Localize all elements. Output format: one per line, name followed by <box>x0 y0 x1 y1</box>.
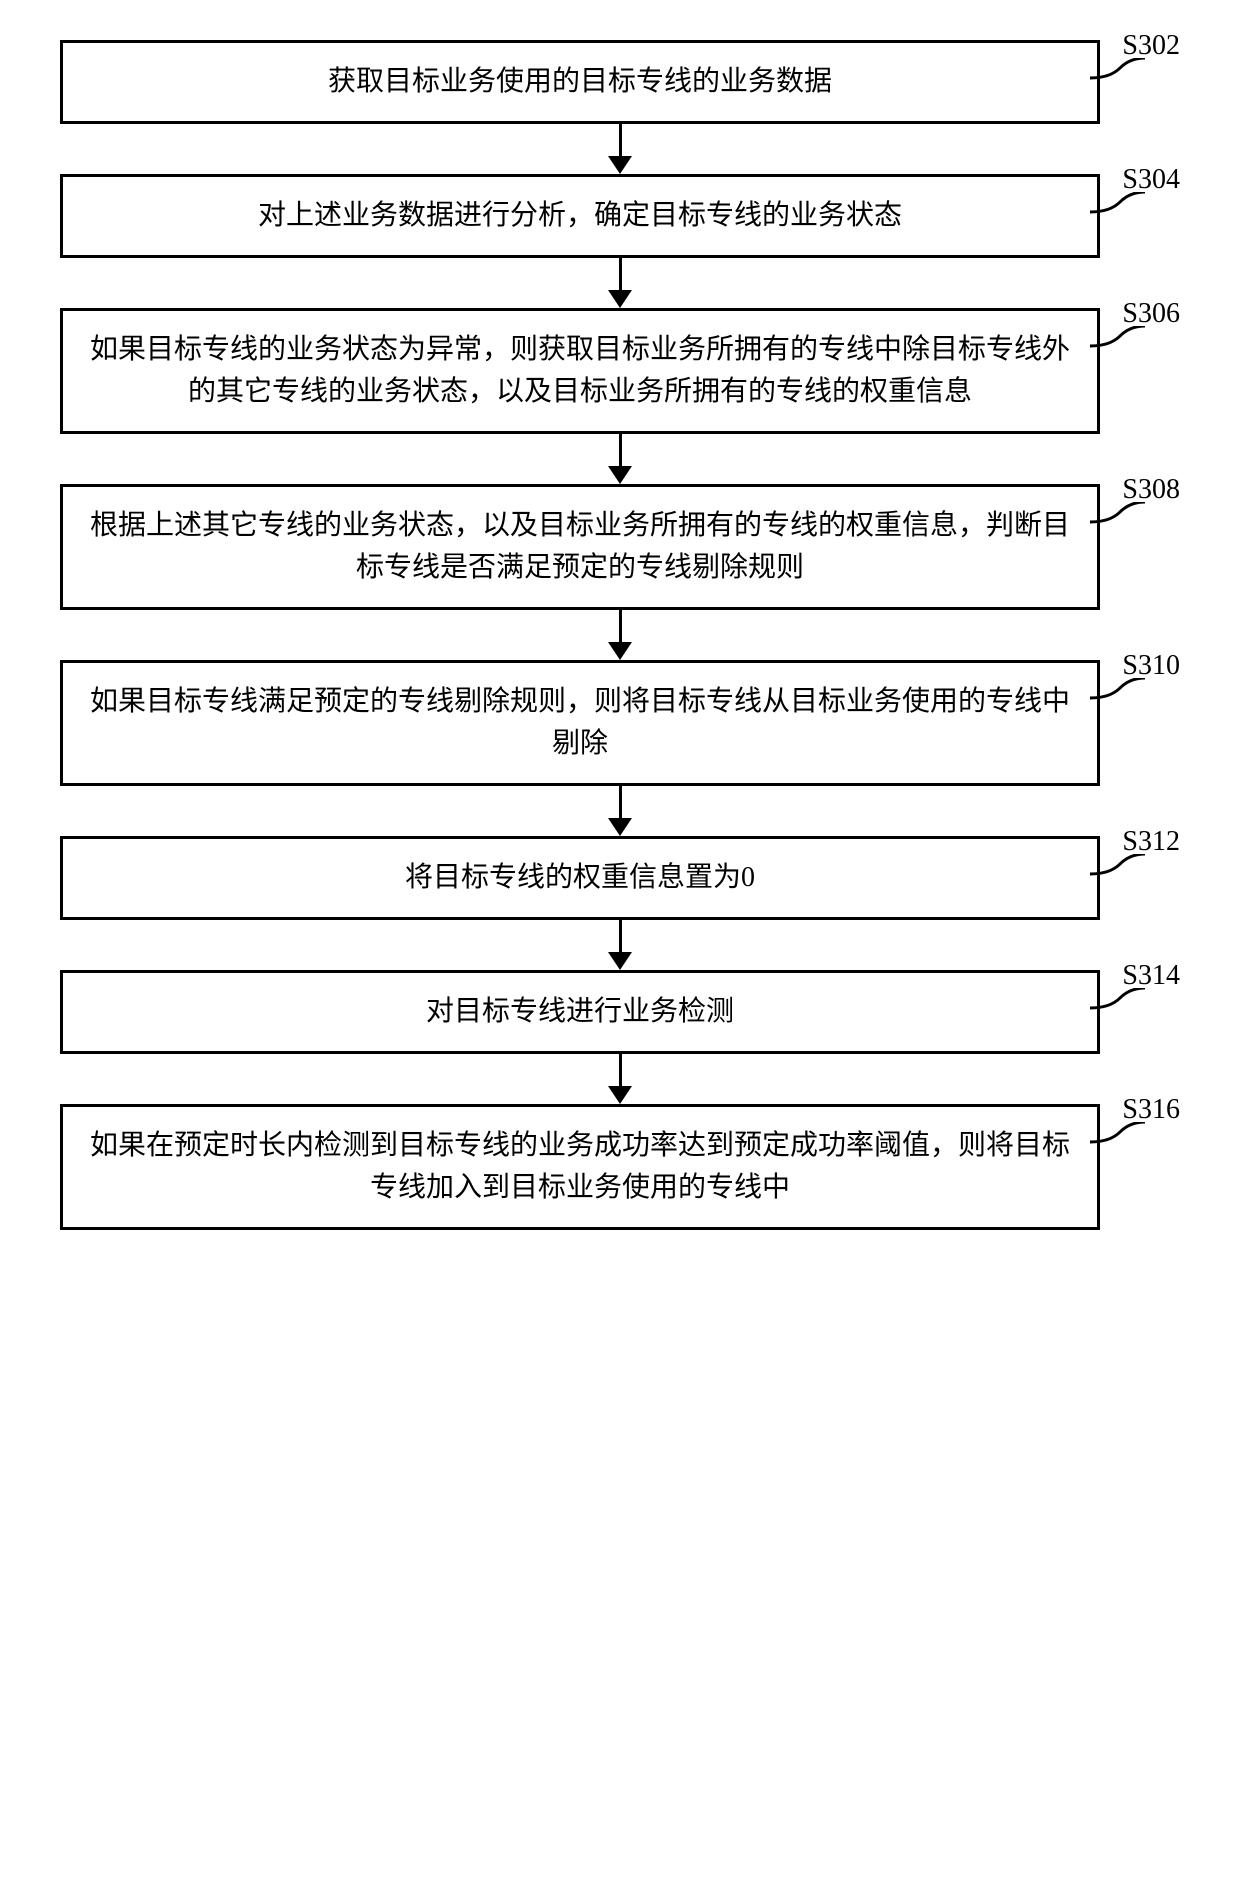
step-box: 如果目标专线的业务状态为异常，则获取目标业务所拥有的专线中除目标专线外的其它专线… <box>60 308 1100 434</box>
arrow-head <box>608 290 632 308</box>
arrow-head <box>608 818 632 836</box>
step-text: 将目标专线的权重信息置为0 <box>405 857 755 899</box>
arrow-head <box>608 1086 632 1104</box>
step-text: 根据上述其它专线的业务状态，以及目标业务所拥有的专线的权重信息，判断目标专线是否… <box>83 505 1077 589</box>
arrow-down-icon <box>608 434 632 484</box>
flowchart-step: 根据上述其它专线的业务状态，以及目标业务所拥有的专线的权重信息，判断目标专线是否… <box>60 484 1180 610</box>
arrow-shaft <box>619 1054 622 1086</box>
arrow-shaft <box>619 124 622 156</box>
step-text: 对目标专线进行业务检测 <box>426 991 734 1033</box>
label-connector <box>1090 192 1150 232</box>
arrow-down-icon <box>608 124 632 174</box>
label-connector <box>1090 854 1150 894</box>
step-box: 根据上述其它专线的业务状态，以及目标业务所拥有的专线的权重信息，判断目标专线是否… <box>60 484 1100 610</box>
arrow-down-icon <box>608 1054 632 1104</box>
arrow-head <box>608 642 632 660</box>
label-connector <box>1090 326 1150 366</box>
flowchart-step: 如果目标专线满足预定的专线剔除规则，则将目标专线从目标业务使用的专线中剔除S31… <box>60 660 1180 786</box>
label-connector <box>1090 1122 1150 1162</box>
step-text: 如果目标专线的业务状态为异常，则获取目标业务所拥有的专线中除目标专线外的其它专线… <box>83 329 1077 413</box>
flowchart-step: 对上述业务数据进行分析，确定目标专线的业务状态S304 <box>60 174 1180 258</box>
flowchart-step: 将目标专线的权重信息置为0S312 <box>60 836 1180 920</box>
arrow-down-icon <box>608 610 632 660</box>
flowchart-step: 获取目标业务使用的目标专线的业务数据S302 <box>60 40 1180 124</box>
step-box: 如果在预定时长内检测到目标专线的业务成功率达到预定成功率阈值，则将目标专线加入到… <box>60 1104 1100 1230</box>
arrow-shaft <box>619 258 622 290</box>
step-box: 对上述业务数据进行分析，确定目标专线的业务状态 <box>60 174 1100 258</box>
step-box: 将目标专线的权重信息置为0 <box>60 836 1100 920</box>
label-connector <box>1090 58 1150 98</box>
flowchart-step: 对目标专线进行业务检测S314 <box>60 970 1180 1054</box>
step-text: 如果目标专线满足预定的专线剔除规则，则将目标专线从目标业务使用的专线中剔除 <box>83 681 1077 765</box>
step-box: 对目标专线进行业务检测 <box>60 970 1100 1054</box>
label-connector <box>1090 678 1150 718</box>
arrow-shaft <box>619 610 622 642</box>
flowchart-container: 获取目标业务使用的目标专线的业务数据S302 对上述业务数据进行分析，确定目标专线… <box>60 40 1180 1230</box>
arrow-down-icon <box>608 786 632 836</box>
step-box: 获取目标业务使用的目标专线的业务数据 <box>60 40 1100 124</box>
step-text: 对上述业务数据进行分析，确定目标专线的业务状态 <box>258 195 902 237</box>
step-box: 如果目标专线满足预定的专线剔除规则，则将目标专线从目标业务使用的专线中剔除 <box>60 660 1100 786</box>
arrow-head <box>608 156 632 174</box>
step-text: 获取目标业务使用的目标专线的业务数据 <box>328 61 832 103</box>
arrow-head <box>608 952 632 970</box>
arrow-down-icon <box>608 258 632 308</box>
label-connector <box>1090 988 1150 1028</box>
label-connector <box>1090 502 1150 542</box>
flowchart-step: 如果目标专线的业务状态为异常，则获取目标业务所拥有的专线中除目标专线外的其它专线… <box>60 308 1180 434</box>
arrow-shaft <box>619 786 622 818</box>
arrow-head <box>608 466 632 484</box>
step-text: 如果在预定时长内检测到目标专线的业务成功率达到预定成功率阈值，则将目标专线加入到… <box>83 1125 1077 1209</box>
arrow-down-icon <box>608 920 632 970</box>
arrow-shaft <box>619 434 622 466</box>
flowchart-step: 如果在预定时长内检测到目标专线的业务成功率达到预定成功率阈值，则将目标专线加入到… <box>60 1104 1180 1230</box>
arrow-shaft <box>619 920 622 952</box>
